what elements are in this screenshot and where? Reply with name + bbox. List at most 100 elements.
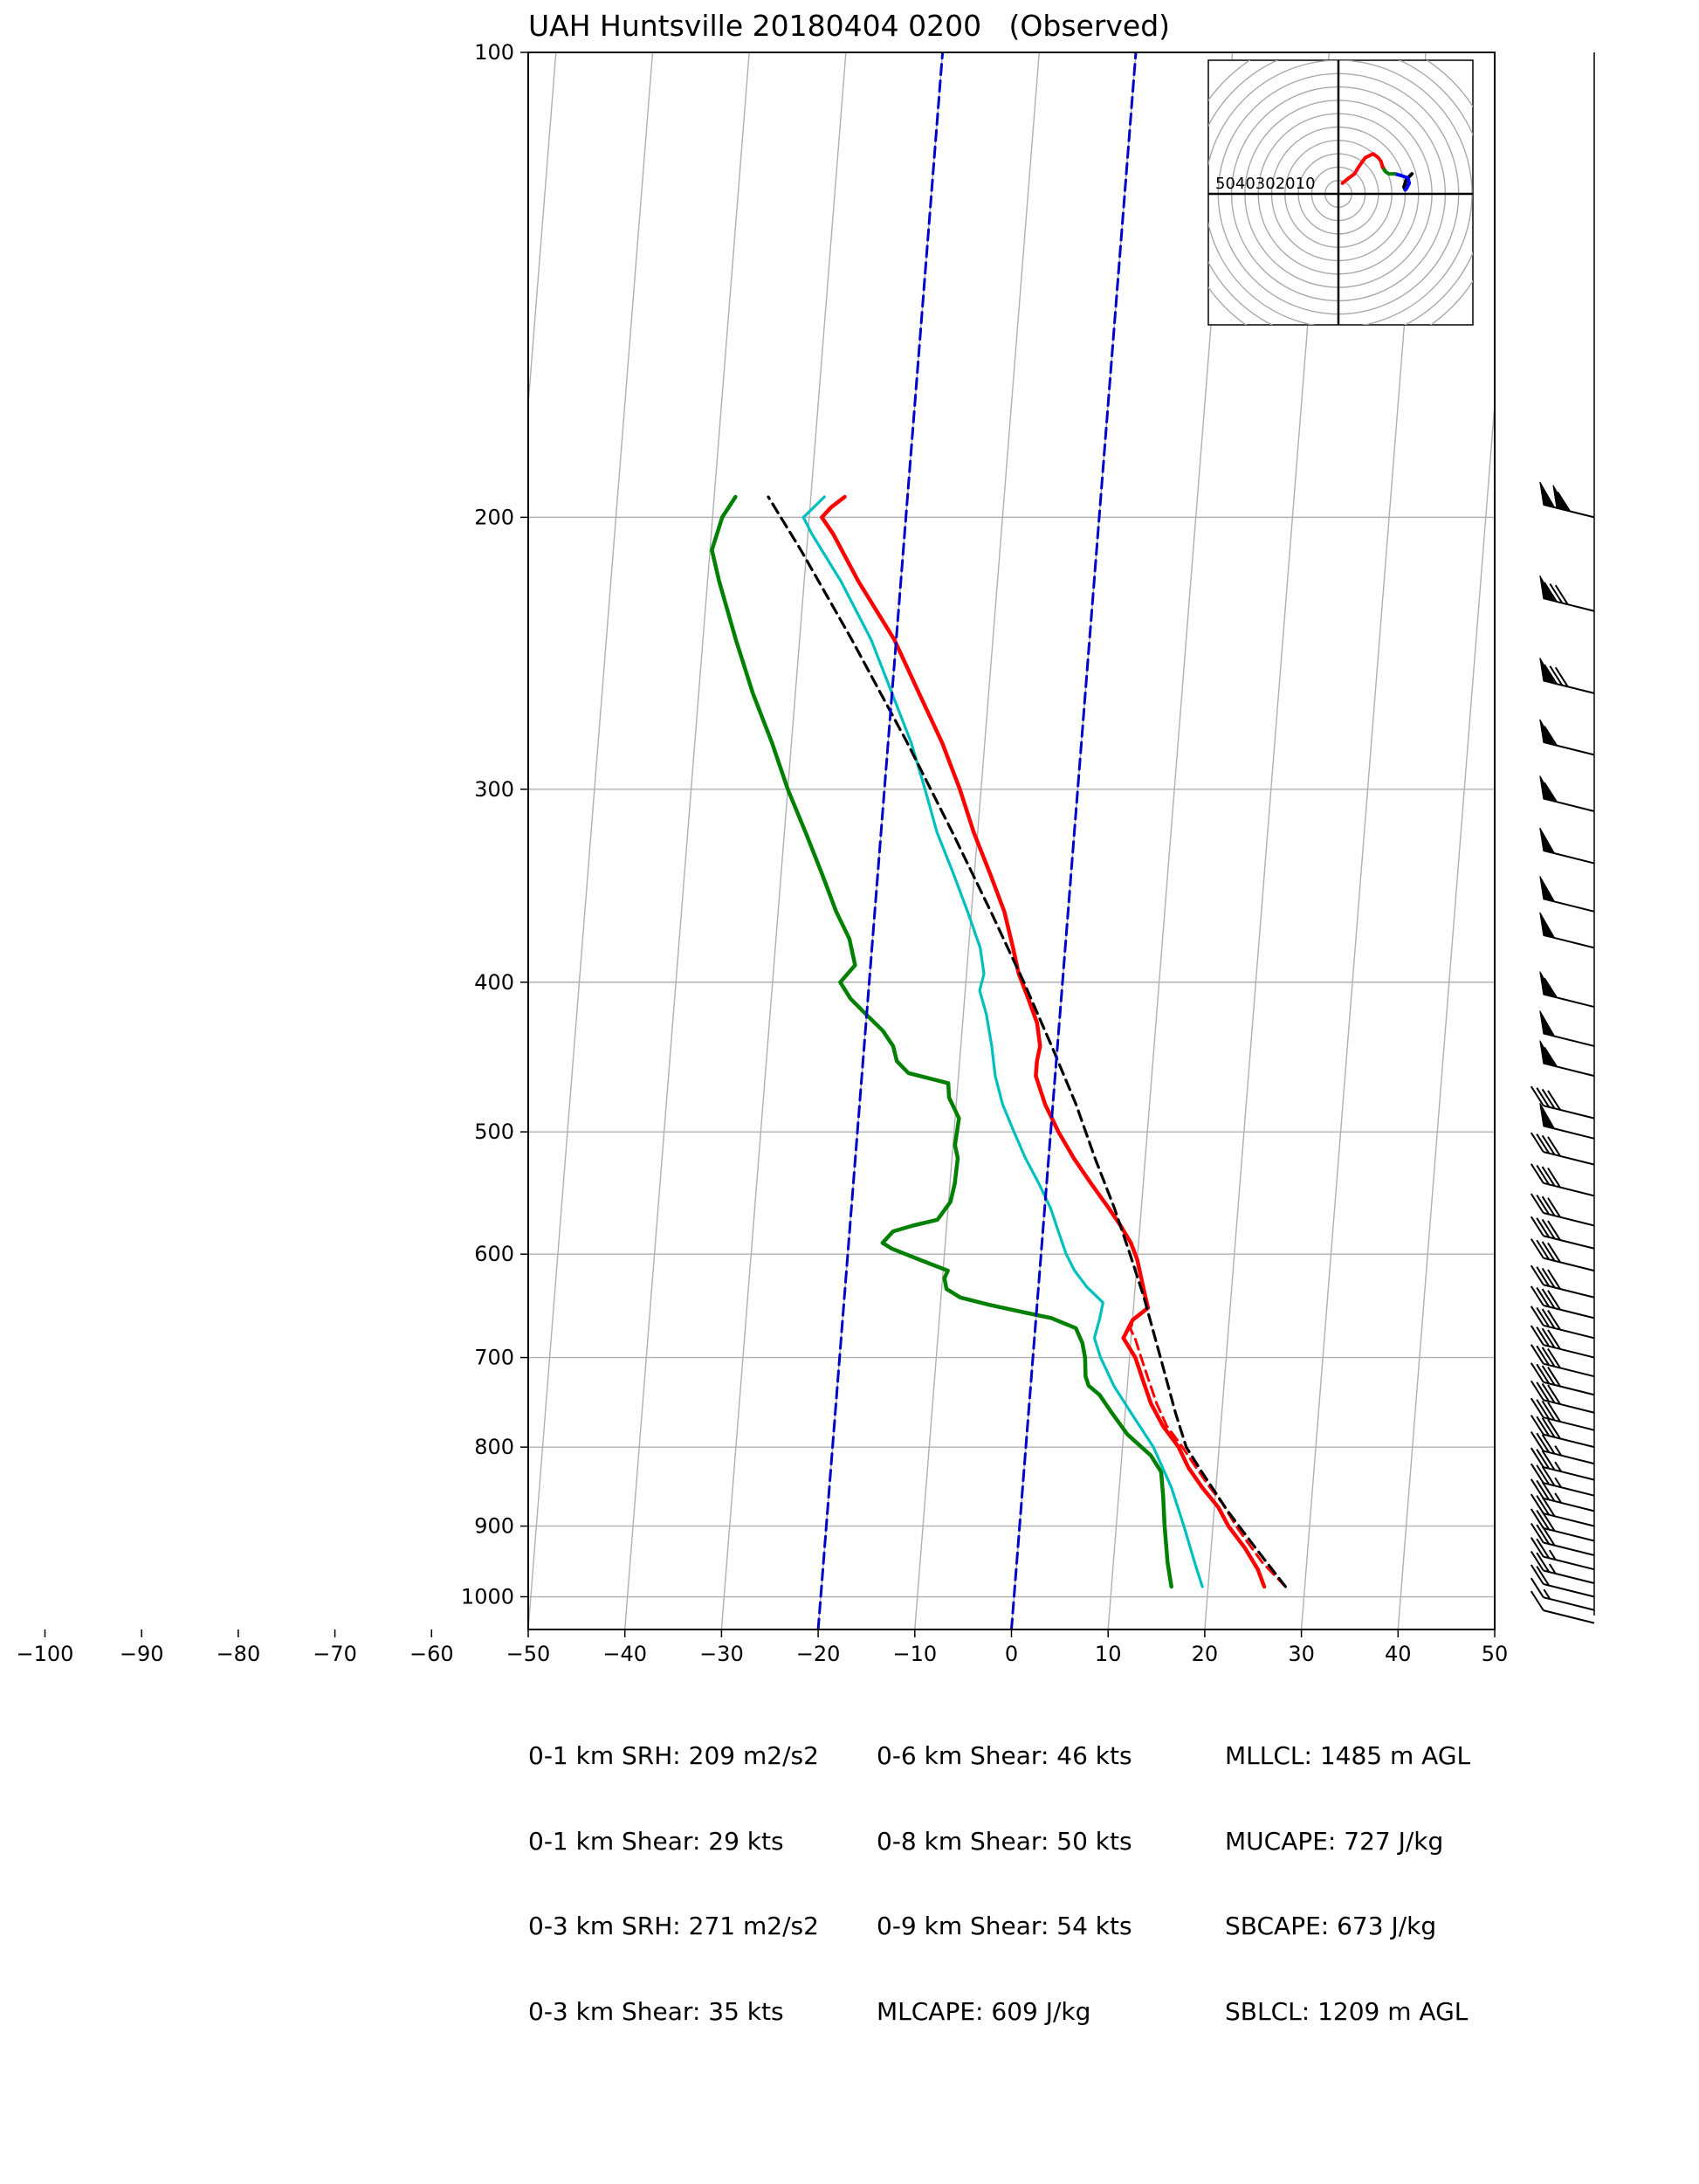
wind-barb <box>1530 1537 1595 1571</box>
isotherm-gridline <box>528 52 557 412</box>
stats-column-2: 0-6 km Shear: 46 kts 0-8 km Shear: 50 kt… <box>877 1685 1132 2055</box>
wind-barb <box>1530 1431 1595 1465</box>
reference-isotherm-minus-20 <box>816 52 945 1629</box>
pressure-tick-label: 200 <box>474 505 514 529</box>
pressure-tick-label: 800 <box>474 1435 514 1459</box>
isotherm-gridline <box>238 52 362 1629</box>
temperature-tick-label: 0 <box>1005 1642 1018 1666</box>
wind-barb <box>1530 1397 1595 1431</box>
wind-barb <box>1539 971 1595 1009</box>
temperature-trace <box>820 494 1267 1589</box>
hodograph-range-labels: 5040302010 <box>1215 175 1316 193</box>
wind-barb <box>1530 1493 1595 1527</box>
wind-barb <box>1530 1550 1595 1584</box>
wind-barb <box>1539 775 1595 812</box>
wind-barb <box>1530 1508 1595 1542</box>
temperature-tick-label: −10 <box>892 1642 937 1666</box>
wind-barbs <box>1530 52 1595 1624</box>
wind-barb <box>1530 1285 1595 1319</box>
stat-mllcl: MLLCL: 1485 m AGL <box>1225 1741 1471 1770</box>
wind-barb <box>1530 1590 1595 1624</box>
wind-barb <box>1530 1193 1595 1227</box>
temperature-tick-label: −80 <box>217 1642 261 1666</box>
stat-srh-0-1: 0-1 km SRH: 209 m2/s2 <box>528 1741 819 1770</box>
wind-barb <box>1530 1132 1595 1166</box>
stats-column-3: MLLCL: 1485 m AGL MUCAPE: 727 J/kg SBCAP… <box>1225 1685 1470 2055</box>
isotherm-gridline <box>0 52 72 1629</box>
temperature-tick-label: 10 <box>1095 1642 1122 1666</box>
wind-barb <box>1530 1522 1595 1556</box>
pressure-tick-label: 500 <box>474 1120 514 1144</box>
stats-column-1: 0-1 km SRH: 209 m2/s2 0-1 km Shear: 29 k… <box>528 1685 819 2055</box>
wind-barb <box>1539 658 1595 694</box>
isotherm-gridline <box>335 52 459 1629</box>
reference-isotherm-0 <box>1010 52 1138 1629</box>
wind-barb <box>1530 1463 1595 1497</box>
wind-barb <box>1539 1103 1595 1140</box>
pressure-tick-label: 900 <box>474 1514 514 1539</box>
hodograph-trace-6-9km <box>1380 165 1397 176</box>
hodograph-trace-9km-plus <box>1340 152 1385 185</box>
stat-mucape: MUCAPE: 727 J/kg <box>1225 1826 1444 1856</box>
hodograph-trace-3-6km <box>1393 172 1412 192</box>
stat-sblcl: SBLCL: 1209 m AGL <box>1225 1996 1469 2026</box>
wind-barb <box>1539 827 1595 865</box>
wind-barb <box>1530 1325 1595 1359</box>
wind-barb <box>1539 912 1595 949</box>
temperature-tick-label: −30 <box>699 1642 744 1666</box>
temperature-tick-label: −40 <box>602 1642 647 1666</box>
pressure-tick-label: 700 <box>474 1346 514 1370</box>
virtual-temperature-trace <box>1128 1319 1287 1588</box>
wind-barb <box>1539 1040 1595 1078</box>
stat-shear-0-8: 0-8 km Shear: 50 kts <box>877 1826 1132 1856</box>
wind-barb <box>1530 1478 1595 1512</box>
stat-srh-0-3: 0-3 km SRH: 271 m2/s2 <box>528 1912 819 1940</box>
temperature-tick-label: 50 <box>1482 1642 1509 1666</box>
wind-barb <box>1530 1362 1595 1396</box>
isotherm-gridline <box>1397 396 1495 1629</box>
wind-barb <box>1539 1010 1595 1047</box>
stat-sbcape: SBCAPE: 673 J/kg <box>1225 1912 1437 1940</box>
wind-barb <box>1530 1085 1595 1120</box>
isotherm-gridline <box>141 52 265 1629</box>
stat-shear-0-9: 0-9 km Shear: 54 kts <box>877 1912 1132 1940</box>
pressure-tick-label: 1000 <box>461 1585 514 1609</box>
wind-barb <box>1530 1415 1595 1449</box>
temperature-tick-label: −90 <box>120 1642 164 1666</box>
pressure-tick-label: 600 <box>474 1242 514 1266</box>
temperature-tick-label: −100 <box>17 1642 74 1666</box>
parcel-trace <box>767 495 1287 1588</box>
wind-barb <box>1530 1264 1595 1299</box>
wind-barb <box>1530 1447 1595 1481</box>
temperature-tick-label: −20 <box>796 1642 841 1666</box>
temperature-tick-label: 20 <box>1192 1642 1219 1666</box>
wetbulb-trace <box>801 495 1204 1588</box>
dewpoint-trace <box>710 494 1173 1589</box>
wind-barb <box>1530 1344 1595 1378</box>
temperature-tick-label: −50 <box>506 1642 551 1666</box>
stat-mlcape: MLCAPE: 609 J/kg <box>877 1996 1091 2026</box>
wind-barb <box>1530 1163 1595 1197</box>
isotherm-gridline <box>528 52 654 1629</box>
wind-barb <box>1539 876 1595 913</box>
chart-title: UAH Huntsville 20180404 0200 (Observed) <box>528 9 1171 43</box>
hodograph-inset: 5040302010 <box>1207 59 1474 326</box>
wind-barb <box>1539 575 1595 612</box>
isotherm-gridline <box>1592 52 1699 1629</box>
stat-shear-0-1: 0-1 km Shear: 29 kts <box>528 1826 784 1856</box>
pressure-tick-label: 400 <box>474 970 514 995</box>
isotherm-gridline <box>624 52 750 1629</box>
temperature-tick-label: 40 <box>1385 1642 1412 1666</box>
wind-barb <box>1530 1216 1595 1250</box>
pressure-tick-label: 100 <box>474 40 514 65</box>
temperature-tick-label: −60 <box>409 1642 454 1666</box>
wind-barb <box>1530 1238 1595 1272</box>
wind-barb <box>1530 1306 1595 1340</box>
sounding-traces <box>710 52 1287 1629</box>
wind-barb <box>1530 1380 1595 1414</box>
stat-shear-0-6: 0-6 km Shear: 46 kts <box>877 1741 1132 1770</box>
isotherm-gridline <box>720 52 847 1629</box>
temperature-tick-label: 30 <box>1288 1642 1315 1666</box>
pressure-axis: 100 200 300 400 500 600 700 800 900 1000 <box>461 40 528 1609</box>
isotherm-gridline <box>1494 1622 1495 1629</box>
